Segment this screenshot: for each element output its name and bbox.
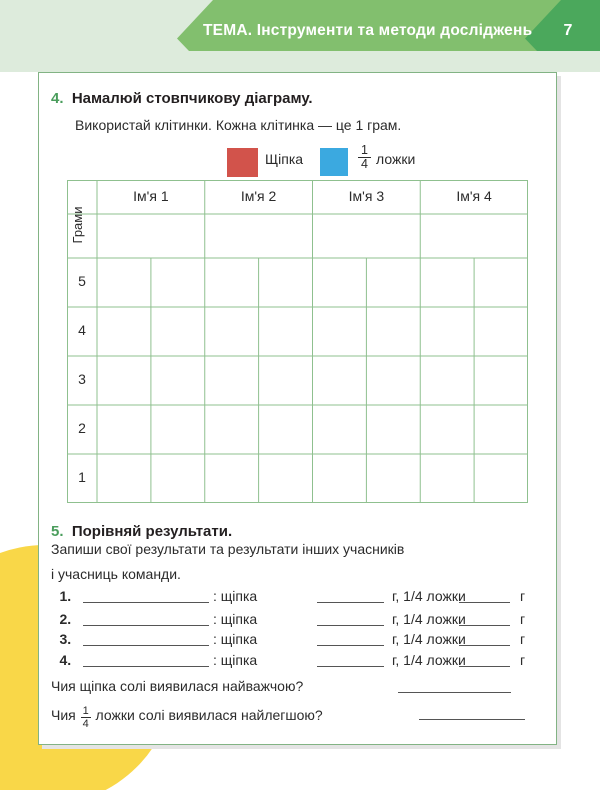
- svg-text:Ім'я 3: Ім'я 3: [349, 188, 385, 204]
- svg-text:5: 5: [78, 273, 86, 289]
- svg-text:3: 3: [78, 371, 86, 387]
- svg-text:TEMA. Інструменти та методи до: TEMA. Інструменти та методи досліджень: [203, 22, 532, 39]
- svg-text:Ім'я 2: Ім'я 2: [241, 188, 277, 204]
- svg-text:4: 4: [78, 322, 86, 338]
- svg-text:1: 1: [78, 469, 86, 485]
- svg-text:7: 7: [564, 22, 573, 39]
- svg-text:Ім'я 4: Ім'я 4: [456, 188, 492, 204]
- svg-text:2: 2: [78, 420, 86, 436]
- svg-text:Ім'я 1: Ім'я 1: [133, 188, 169, 204]
- svg-text:Грами: Грами: [70, 207, 85, 244]
